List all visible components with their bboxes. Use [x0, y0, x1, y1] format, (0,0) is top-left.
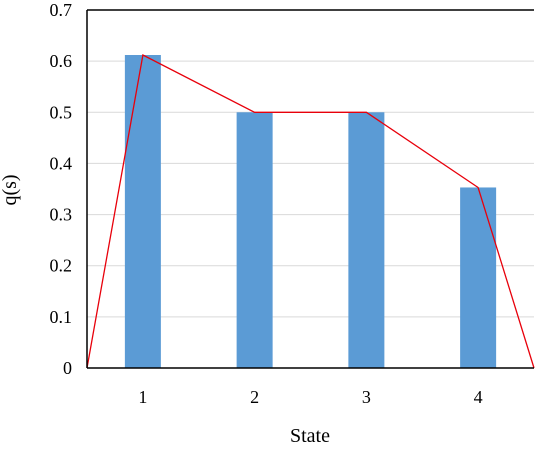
y-tick-label: 0 — [63, 358, 72, 378]
axes — [86, 9, 534, 369]
x-tick-labels: 1 2 3 4 — [138, 387, 482, 407]
overlay-line-group — [86, 54, 535, 369]
y-tick-label: 0.3 — [50, 205, 73, 225]
y-tick-labels: 0 0.1 0.2 0.3 0.4 0.5 0.6 0.7 — [50, 0, 73, 378]
bar-3 — [348, 112, 385, 369]
bar-1 — [124, 55, 161, 369]
x-axis-title: State — [290, 425, 330, 447]
y-tick-label: 0.7 — [50, 0, 73, 20]
x-tick-label: 3 — [362, 387, 371, 407]
bar-4 — [460, 187, 497, 368]
y-tick-label: 0.4 — [50, 153, 73, 173]
bar-2 — [236, 112, 273, 369]
y-tick-label: 0.1 — [50, 307, 73, 327]
overlay-line — [86, 54, 535, 369]
y-tick-label: 0.5 — [50, 102, 73, 122]
y-axis-title: q(s) — [0, 174, 21, 205]
x-tick-label: 2 — [250, 387, 259, 407]
x-tick-label: 1 — [138, 387, 147, 407]
y-tick-label: 0.2 — [50, 256, 73, 276]
x-tick-label: 4 — [474, 387, 483, 407]
bars — [124, 55, 497, 369]
y-tick-label: 0.6 — [50, 51, 73, 71]
